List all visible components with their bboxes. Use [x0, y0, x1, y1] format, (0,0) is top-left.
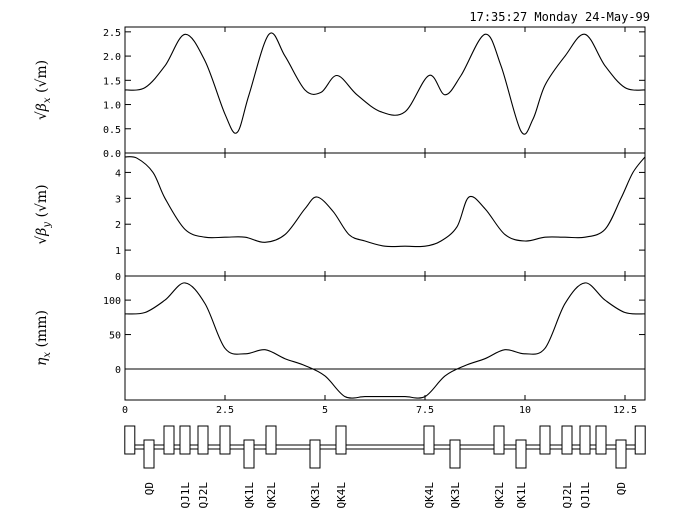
- magnet-label: QK2L: [493, 482, 506, 509]
- y-tick-label: 0.0: [103, 149, 121, 160]
- magnet-label: QJ1L: [579, 482, 592, 509]
- y-tick-label: 1: [115, 246, 121, 257]
- y-axis-label: ηx (mm): [34, 310, 53, 366]
- y-tick-label: 0: [115, 272, 121, 283]
- x-tick-label: 10: [519, 405, 531, 416]
- eta-x-panel: 0 50 100 ηx (mm) 0 2.5 5 7.5 10 12.5: [34, 275, 646, 416]
- magnet-label: QK4L: [423, 482, 436, 509]
- x-tick-label: 5: [322, 405, 328, 416]
- y-tick-label: 3: [115, 194, 121, 205]
- magnet-label: QK1L: [515, 482, 528, 509]
- plot-frame: [124, 152, 646, 277]
- magnet-element: [449, 439, 461, 469]
- series-line: [124, 32, 646, 135]
- lattice-diagram: QD QJ1L QJ2L QK1L QK2L QK3L QK4L QK4L QK3L QK2L QK…: [124, 425, 646, 509]
- magnet-element: [634, 425, 646, 455]
- magnet-element: [163, 425, 175, 455]
- y-tick-label: 1.0: [103, 101, 121, 112]
- magnet-element: [615, 439, 627, 469]
- y-tick-label: 1.5: [103, 76, 121, 87]
- magnet-element: [335, 425, 347, 455]
- magnet-label: QJ2L: [197, 482, 210, 509]
- magnet-label: QD: [143, 482, 156, 495]
- x-tick-label: 12.5: [613, 405, 637, 416]
- magnet-element: [561, 425, 573, 455]
- y-tick-label: 0: [115, 365, 121, 376]
- beta-y-panel: 0 1 2 3 4 √βy (√m): [34, 152, 646, 283]
- magnet-element: [579, 425, 591, 455]
- y-axis-label: √βy (√m): [34, 184, 53, 244]
- y-tick-label: 50: [109, 331, 121, 342]
- magnet-label: QK3L: [309, 482, 322, 509]
- magnet-element: [493, 425, 505, 455]
- y-axis-label: √βx (√m): [34, 60, 53, 120]
- magnet-label: QJ1L: [179, 482, 192, 509]
- magnet-label: QK3L: [449, 482, 462, 509]
- y-tick-label: 2: [115, 220, 121, 231]
- magnet-label: QK1L: [243, 482, 256, 509]
- magnet-element: [423, 425, 435, 455]
- magnet-element: [539, 425, 551, 455]
- series-line: [124, 282, 646, 399]
- magnet-element: [265, 425, 277, 455]
- beta-x-panel: 0.0 0.5 1.0 1.5 2.0 2.5 √βx (√m): [34, 26, 646, 160]
- y-tick-label: 2.5: [103, 28, 121, 39]
- magnet-element: [309, 439, 321, 469]
- magnet-element: [219, 425, 231, 455]
- timestamp: 17:35:27 Monday 24-May-99: [469, 10, 650, 24]
- magnet-label: QK4L: [335, 482, 348, 509]
- magnet-element: [124, 425, 136, 455]
- magnet-element: [143, 439, 155, 469]
- series-line: [124, 156, 646, 248]
- magnet-label: QD: [615, 482, 628, 495]
- magnet-element: [515, 439, 527, 469]
- magnet-element: [243, 439, 255, 469]
- y-tick-label: 0.5: [103, 125, 121, 136]
- magnet-label: QJ2L: [561, 482, 574, 509]
- magnet-label: QK2L: [265, 482, 278, 509]
- magnet-element: [197, 425, 209, 455]
- x-tick-label: 7.5: [416, 405, 434, 416]
- x-tick-label: 0: [122, 405, 128, 416]
- y-tick-label: 2.0: [103, 52, 121, 63]
- y-tick-label: 4: [115, 168, 121, 179]
- magnet-element: [595, 425, 607, 455]
- plot-frame: [124, 26, 646, 154]
- y-tick-label: 100: [103, 296, 121, 307]
- x-tick-label: 2.5: [216, 405, 234, 416]
- plot-frame: [124, 275, 646, 401]
- magnet-element: [179, 425, 191, 455]
